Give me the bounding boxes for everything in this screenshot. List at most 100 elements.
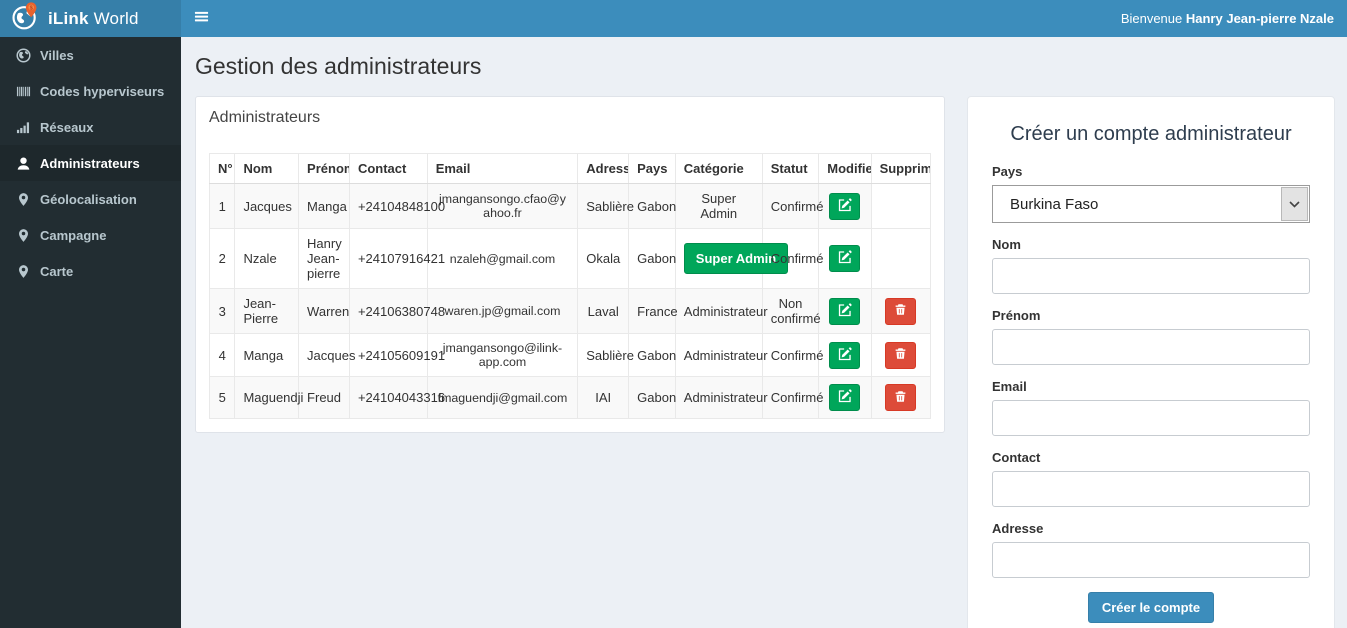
barcode-icon (15, 83, 31, 99)
cell-prenom: Manga (298, 183, 350, 229)
cell-statut: Confirmé (761, 183, 823, 229)
pays-select[interactable]: Burkina Faso (992, 185, 1310, 223)
cell-modifier (818, 333, 872, 377)
nom-field[interactable] (992, 258, 1310, 294)
sidebar-item-label: Réseaux (40, 119, 94, 135)
sidebar-item-geolocalisation[interactable]: Géolocalisation (0, 181, 181, 217)
sidebar-item-label: Administrateurs (40, 155, 140, 171)
cell-num: 5 (208, 376, 236, 419)
sidebar-item-label: Carte (40, 263, 74, 279)
cell-prenom: Freud (298, 376, 350, 419)
prenom-field[interactable] (992, 329, 1310, 365)
table-row: 5 Maguendji Freud +24104043316 fmaguendj… (208, 376, 932, 419)
edit-button[interactable] (829, 384, 861, 411)
cell-prenom: Warren (298, 288, 350, 334)
cell-supprimer (870, 288, 932, 334)
cell-adresse: Sablière (577, 333, 634, 377)
cell-contact: +24104848100 (348, 183, 445, 229)
chevron-down-icon (1281, 187, 1308, 221)
contact-label: Contact (992, 450, 1041, 465)
contact-field[interactable] (992, 471, 1310, 507)
cell-num: 3 (208, 288, 236, 334)
top-bar: $ iLink World Bienvenue Hanry Jean-pierr… (0, 0, 1347, 37)
cell-adresse: Okala (577, 228, 630, 289)
table-row: 2 Nzale Hanry Jean-pierre +24107916421 n… (208, 228, 932, 289)
user-icon (15, 155, 31, 171)
cell-nom: Jean-Pierre (234, 288, 300, 334)
edit-button[interactable] (829, 341, 861, 369)
delete-button[interactable] (885, 341, 917, 369)
table-header-row: N° Nom Prénom Contact Email Adresse Pays… (208, 153, 932, 184)
sidebar-item-reseaux[interactable]: Réseaux (0, 109, 181, 145)
cell-supprimer (870, 183, 932, 229)
adresse-field[interactable] (992, 542, 1310, 578)
sidebar-item-label: Géolocalisation (40, 191, 137, 207)
cell-statut: Confirmé (761, 376, 823, 419)
map-marker-icon (15, 191, 31, 207)
cell-email: waren.jp@gmail.com (426, 288, 579, 334)
trash-icon (894, 303, 907, 319)
sidebar-item-label: Villes (40, 47, 74, 63)
cell-categorie: Administrateur (674, 376, 768, 419)
cell-contact: +24107916421 (348, 228, 445, 289)
create-admin-form: Créer un compte administrateur Pays Burk… (967, 96, 1335, 628)
edit-icon (838, 389, 852, 406)
cell-pays: Gabon (628, 183, 676, 229)
edit-icon (838, 302, 852, 320)
cell-categorie: Administrateur (674, 288, 768, 334)
table-row: 3 Jean-Pierre Warren +24106380748 waren.… (208, 288, 932, 334)
brand-logo-area[interactable]: $ iLink World (0, 0, 181, 37)
delete-button[interactable] (885, 384, 917, 411)
globe-icon (15, 47, 31, 63)
sidebar-item-label: Codes hyperviseurs (40, 83, 165, 99)
welcome-text[interactable]: Bienvenue Hanry Jean-pierre Nzale (1120, 11, 1334, 26)
col-header-pays: Pays (628, 153, 676, 184)
table-row: 1 Jacques Manga +24104848100 jmangansong… (208, 183, 932, 229)
edit-button[interactable] (829, 245, 861, 272)
col-header-categorie: Catégorie (674, 153, 763, 184)
col-header-nom: Nom (234, 153, 300, 184)
sidebar: Villes Codes hyperviseurs Réseaux Admini… (0, 37, 181, 628)
delete-button[interactable] (885, 297, 917, 325)
cell-num: 2 (208, 228, 236, 289)
brand-title: iLink World (48, 8, 139, 28)
col-header-modifier: Modifier (818, 153, 872, 184)
pays-label: Pays (992, 164, 1023, 179)
cell-statut: Confirmé (761, 333, 823, 377)
cell-categorie: Super Admin (674, 228, 789, 289)
page-title: Gestion des administrateurs (195, 53, 482, 79)
prenom-label: Prénom (992, 308, 1041, 323)
cell-num: 4 (208, 333, 236, 377)
cell-pays: Gabon (628, 333, 676, 377)
sidebar-item-codes-hyperviseurs[interactable]: Codes hyperviseurs (0, 73, 181, 109)
col-header-email: Email (426, 153, 579, 184)
table-row: 4 Manga Jacques +24105609191 jmangansong… (208, 333, 932, 377)
cell-supprimer (870, 376, 932, 419)
sidebar-item-villes[interactable]: Villes (0, 37, 181, 73)
map-marker-icon (15, 263, 31, 279)
email-field[interactable] (992, 400, 1310, 436)
email-label: Email (992, 379, 1027, 394)
sidebar-item-campagne[interactable]: Campagne (0, 217, 181, 253)
pays-selected-value: Burkina Faso (1010, 195, 1099, 213)
bars-icon (194, 9, 209, 29)
create-account-button[interactable]: Créer le compte (1087, 592, 1215, 623)
form-title: Créer un compte administrateur (1010, 123, 1292, 145)
cell-adresse: IAI (577, 376, 630, 419)
col-header-statut: Statut (761, 153, 820, 184)
edit-button[interactable] (829, 297, 861, 325)
edit-button[interactable] (829, 192, 861, 220)
edit-icon (838, 197, 852, 215)
cell-nom: Nzale (234, 228, 300, 289)
cell-supprimer (870, 228, 932, 289)
cell-adresse: Sablière (577, 183, 634, 229)
cell-categorie: Administrateur (674, 333, 768, 377)
sidebar-toggle-button[interactable] (181, 0, 221, 37)
admin-table-body: 1 Jacques Manga +24104848100 jmangansong… (208, 183, 932, 419)
cell-num: 1 (208, 183, 236, 229)
sidebar-item-administrateurs[interactable]: Administrateurs (0, 145, 181, 181)
adresse-label: Adresse (992, 521, 1044, 536)
col-header-contact: Contact (348, 153, 428, 184)
sidebar-item-carte[interactable]: Carte (0, 253, 181, 289)
cell-nom: Jacques (234, 183, 300, 229)
